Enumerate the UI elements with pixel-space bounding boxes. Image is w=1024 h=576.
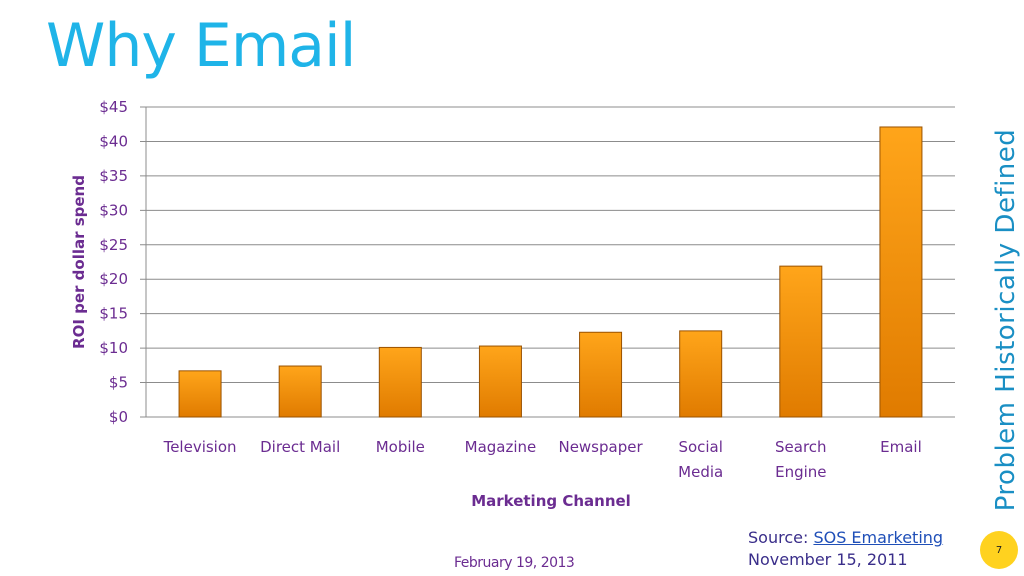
x-tick-label: Magazine — [465, 438, 537, 456]
bar — [579, 331, 623, 418]
y-tick-label: $10 — [99, 339, 128, 357]
y-tick-label: $40 — [99, 132, 128, 150]
source-label: Source: — [748, 528, 809, 547]
y-tick-label: $0 — [109, 408, 128, 426]
x-tick-label: Direct Mail — [260, 438, 340, 456]
bar-chart: $0 $5 $10 $15 $20 $25 $30 $35 $40 $45 Television Di… — [70, 98, 955, 510]
x-tick-label: Email — [880, 438, 922, 456]
source-note: Source: SOS Emarketing November 15, 2011 — [748, 527, 943, 571]
x-tick-label: Social Media — [678, 438, 723, 481]
bar — [278, 365, 322, 418]
slide-title: Why Email — [46, 11, 356, 81]
page-number: 7 — [995, 544, 1003, 556]
source-date: November 15, 2011 — [748, 550, 908, 569]
y-tick-label: $25 — [99, 236, 128, 254]
y-tick-label: $35 — [99, 167, 128, 185]
bar — [378, 346, 422, 418]
y-tick-label: $30 — [99, 201, 128, 219]
y-tick-label: $5 — [109, 374, 128, 392]
x-tick-label: Search Engine — [775, 438, 827, 481]
x-tick-label: Television — [163, 438, 237, 456]
bar — [679, 330, 723, 418]
x-tick-label: Newspaper — [558, 438, 643, 456]
bar — [178, 370, 222, 418]
page-number-badge: 7 — [980, 531, 1018, 569]
bar — [879, 126, 923, 418]
footer-date: February 19, 2013 — [454, 555, 575, 571]
y-tick-label: $20 — [99, 270, 128, 288]
bar — [478, 345, 522, 418]
x-axis-title: Marketing Channel — [471, 492, 631, 510]
side-title: Problem Historically Defined — [991, 128, 1021, 512]
x-tick-label: Mobile — [376, 438, 425, 456]
y-tick-label: $45 — [99, 98, 128, 116]
y-axis-title: ROI per dollar spend — [70, 175, 88, 349]
y-tick-label: $15 — [99, 305, 128, 323]
source-link[interactable]: SOS Emarketing — [813, 528, 944, 547]
bar — [779, 265, 823, 418]
